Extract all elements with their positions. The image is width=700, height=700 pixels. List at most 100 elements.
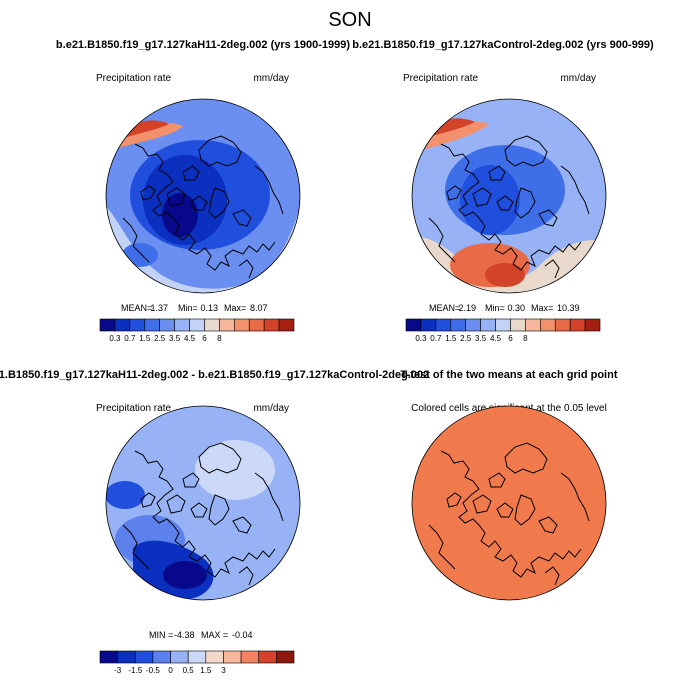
colorbar-swatch xyxy=(159,318,175,332)
max-label: Max= xyxy=(224,303,246,313)
map-field xyxy=(412,406,606,600)
colorbar-tick-label: 4.5 xyxy=(184,334,196,343)
max-value: 8.07 xyxy=(250,303,268,313)
colorbar-swatch xyxy=(205,650,224,664)
map-field xyxy=(412,99,606,293)
colorbar-tick-label: 0.7 xyxy=(124,334,136,343)
max-value: -0.04 xyxy=(232,630,253,640)
colorbar: 0.3 0.7 1.5 2.5 3.5 4.5 6 8 xyxy=(405,318,601,343)
panel-title: b.e21.B1850.f19_g17.127kaH11-2deg.002 - … xyxy=(0,369,429,381)
colorbar-swatch xyxy=(584,318,601,332)
significance-fill xyxy=(412,406,606,600)
panel-h11: b.e21.B1850.f19_g17.127kaH11-2deg.002 (y… xyxy=(56,39,350,343)
polar-core xyxy=(460,165,520,235)
max-label: Max= xyxy=(531,303,553,313)
colorbar-tick-label: 0 xyxy=(168,666,173,675)
panel-t-test: T-test of the two means at each grid poi… xyxy=(401,369,618,601)
colorbar-tick-label: 8 xyxy=(217,334,222,343)
panel-control: b.e21.B1850.f19_g17.127kaControl-2deg.00… xyxy=(352,39,654,343)
panel-title: b.e21.B1850.f19_g17.127kaControl-2deg.00… xyxy=(352,39,654,51)
colorbar-swatch xyxy=(435,318,452,332)
colorbar-swatch xyxy=(480,318,496,332)
panel-left-label: Precipitation rate xyxy=(96,403,171,414)
colorbar-swatch xyxy=(540,318,556,332)
page-title: SON xyxy=(328,9,371,31)
colorbar-swatch xyxy=(117,650,136,664)
colorbar-swatch xyxy=(258,650,277,664)
colorbar-tick-label: 0.3 xyxy=(415,334,427,343)
min-value: 0.13 xyxy=(200,303,218,313)
stats-line: MEAN= 2.19 Min= 0.30 Max= 10.39 xyxy=(429,303,580,313)
colorbar-swatch xyxy=(174,318,190,332)
pacific-band xyxy=(106,206,300,293)
colorbar-swatch xyxy=(569,318,586,332)
europe-patch xyxy=(106,481,145,509)
colorbar-tick-label: 4.5 xyxy=(490,334,502,343)
colorbar-swatch xyxy=(278,318,295,332)
panel-title: b.e21.B1850.f19_g17.127kaH11-2deg.002 (y… xyxy=(56,39,350,51)
mean-value: 1.37 xyxy=(150,303,168,313)
colorbar-swatch xyxy=(170,650,189,664)
map-border xyxy=(411,405,607,601)
panel-units-label: mm/day xyxy=(253,403,289,414)
colorbar-swatch xyxy=(152,650,171,664)
map-border xyxy=(411,98,607,294)
panel-difference: b.e21.B1850.f19_g17.127kaH11-2deg.002 - … xyxy=(0,369,429,675)
panel-title: T-test of the two means at each grid poi… xyxy=(401,369,618,381)
colorbar-tick-label: 1.5 xyxy=(200,666,212,675)
eurasia-patch xyxy=(122,243,158,267)
colorbar-tick-label: 2.5 xyxy=(460,334,472,343)
colorbar-tick-label: -0.5 xyxy=(146,666,160,675)
stats-line: MIN = -4.38 MAX = -0.04 xyxy=(149,630,253,640)
north-pacific-peak xyxy=(485,263,525,287)
colorbar-tick-label: 0.5 xyxy=(183,666,195,675)
colorbar-swatch xyxy=(223,650,242,664)
colorbar-tick-label: -1.5 xyxy=(128,666,142,675)
colorbar-swatch xyxy=(510,318,526,332)
colorbar-swatch xyxy=(420,318,437,332)
colorbar-swatch xyxy=(495,318,511,332)
colorbar-swatch xyxy=(189,318,205,332)
mean-label: MEAN= xyxy=(121,303,152,313)
colorbar-tick-label: 0.3 xyxy=(109,334,121,343)
min-label: Min= xyxy=(178,303,198,313)
colorbar-swatch xyxy=(114,318,131,332)
min-label: MIN = xyxy=(149,630,173,640)
panel-left-label: Precipitation rate xyxy=(96,73,171,84)
colorbar-swatch xyxy=(525,318,541,332)
colorbar-tick-label: 1.5 xyxy=(139,334,151,343)
colorbar: 0.3 0.7 1.5 2.5 3.5 4.5 6 8 xyxy=(99,318,295,343)
colorbar: -3 -1.5 -0.5 0 0.5 1.5 3 xyxy=(99,650,295,675)
north-pacific-deep xyxy=(163,561,207,589)
mean-value: 2.19 xyxy=(458,303,476,313)
max-value: 10.39 xyxy=(557,303,580,313)
map-field xyxy=(106,406,300,600)
north-atlantic-high xyxy=(118,120,169,140)
max-label: MAX = xyxy=(201,630,228,640)
colorbar-tick-label: 8 xyxy=(523,334,528,343)
colorbar-tick-label: 6 xyxy=(508,334,513,343)
min-value: -4.38 xyxy=(174,630,195,640)
colorbar-swatch xyxy=(276,650,295,664)
colorbar-swatch xyxy=(554,318,571,332)
colorbar-tick-label: 1.5 xyxy=(445,334,457,343)
colorbar-swatch xyxy=(204,318,220,332)
map-border xyxy=(105,98,301,294)
colorbar-swatch xyxy=(129,318,146,332)
colorbar-tick-label: 2.5 xyxy=(154,334,166,343)
colorbar-swatch xyxy=(187,650,207,664)
panel-units-label: mm/day xyxy=(253,73,289,84)
mean-label: MEAN= xyxy=(429,303,460,313)
colorbar-tick-label: 3 xyxy=(221,666,226,675)
colorbar-tick-label: 6 xyxy=(202,334,207,343)
min-label: Min= xyxy=(485,303,505,313)
min-value: 0.30 xyxy=(507,303,525,313)
polar-core-deep xyxy=(162,193,198,237)
colorbar-swatch xyxy=(144,318,160,332)
map-field xyxy=(106,99,300,293)
colorbar-swatch xyxy=(405,318,422,332)
norwegian-sea xyxy=(118,122,183,148)
colorbar-swatch xyxy=(99,650,118,664)
panel-left-label: Precipitation rate xyxy=(403,73,478,84)
